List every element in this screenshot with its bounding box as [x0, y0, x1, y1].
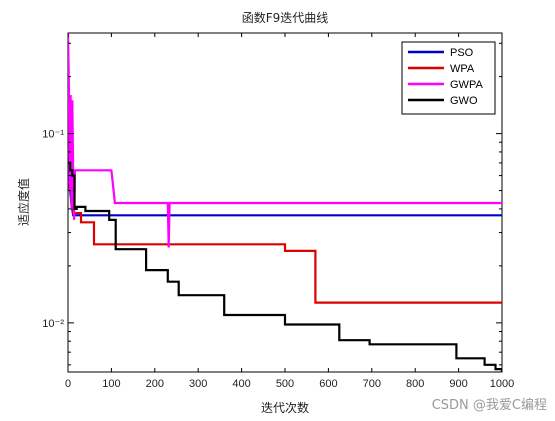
x-tick-label: 400: [232, 378, 250, 390]
x-tick-label: 0: [65, 378, 71, 390]
y-tick-label: 10⁻²: [42, 318, 64, 330]
legend: PSO WPA GWPA GWO: [401, 41, 496, 115]
series-line-gwpa: [68, 33, 502, 248]
legend-label-gwpa: GWPA: [450, 79, 483, 91]
x-tick-label: 100: [102, 378, 120, 390]
chart-title: 函数F9迭代曲线: [242, 10, 329, 25]
legend-box: [401, 41, 496, 115]
legend-label-gwo: GWO: [450, 95, 478, 107]
x-tick-label: 1000: [490, 378, 514, 390]
x-tick-label: 700: [363, 378, 381, 390]
x-axis-label: 迭代次数: [261, 400, 309, 415]
ticks-layer: 0 100 200 300 400 500 600 700 800 900 1000 10⁻² 10⁻¹: [42, 33, 514, 390]
legend-label-wpa: WPA: [450, 63, 475, 75]
x-tick-label: 500: [276, 378, 294, 390]
x-tick-label: 800: [406, 378, 424, 390]
x-tick-label: 600: [319, 378, 337, 390]
series-layer: [68, 33, 502, 372]
x-tick-label: 900: [449, 378, 467, 390]
series-line-gwo: [68, 161, 502, 372]
y-tick-label: 10⁻¹: [42, 129, 64, 141]
legend-label-pso: PSO: [450, 47, 474, 59]
x-tick-label: 200: [146, 378, 164, 390]
watermark: CSDN @我爱C编程: [432, 398, 547, 413]
y-axis-label: 适应度值: [16, 178, 31, 226]
x-tick-label: 300: [189, 378, 207, 390]
